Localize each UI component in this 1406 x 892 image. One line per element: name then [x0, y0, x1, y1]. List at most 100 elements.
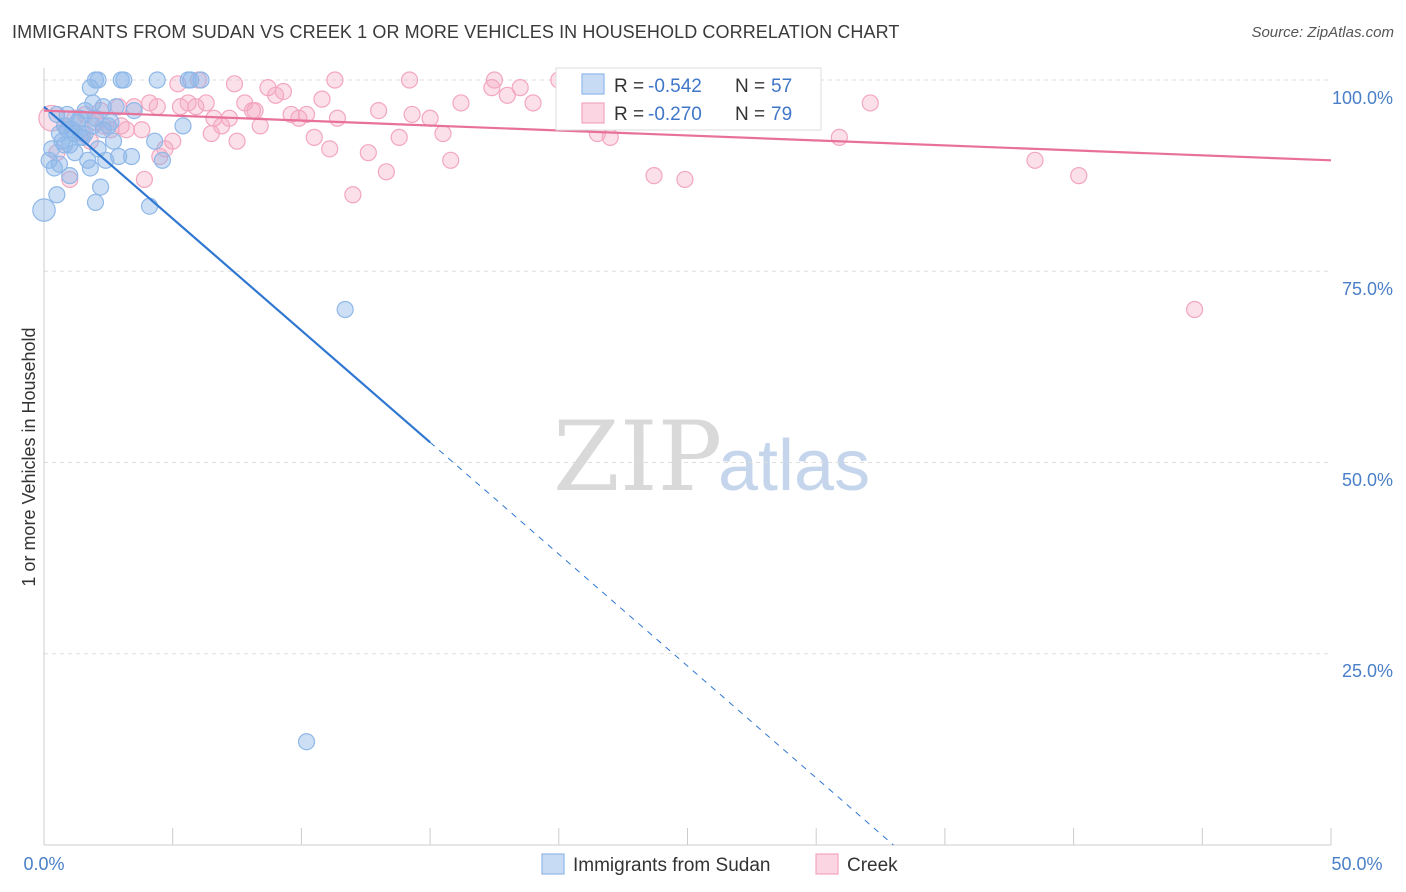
point-creek-37	[328, 109, 347, 127]
point-creek-30	[274, 82, 292, 101]
point-creek-56	[830, 128, 848, 146]
point-creek-35	[313, 90, 331, 108]
point-creek-68	[326, 71, 344, 89]
bottom-legend-swatch-creek	[815, 853, 839, 875]
point-sudan-49	[61, 167, 79, 185]
point-creek-74	[511, 79, 529, 97]
point-sudan-34	[192, 71, 210, 89]
point-sudan-48	[86, 193, 105, 211]
bottom-legend: Immigrants from Sudan Creek	[541, 853, 898, 876]
point-sudan-51	[104, 132, 123, 150]
y-tick-labels: 100.0% 75.0% 50.0% 25.0%	[1332, 88, 1393, 681]
point-creek-34	[305, 128, 323, 146]
point-creek-38	[344, 186, 362, 204]
point-creek-14	[148, 98, 166, 116]
point-creek-27	[251, 117, 269, 135]
point-creek-67	[225, 75, 244, 93]
point-creek-13	[140, 94, 159, 112]
point-sudan-36	[125, 101, 143, 120]
point-creek-65	[169, 75, 187, 93]
y-axis-label: 1 or more Vehicles in Household	[19, 327, 39, 586]
point-sudan-56	[58, 121, 76, 139]
point-sudan-37	[110, 147, 128, 166]
point-creek-47	[452, 94, 470, 112]
legend-n-value-1: 57	[771, 76, 792, 97]
point-creek-32	[290, 109, 308, 127]
point-creek-43	[403, 105, 421, 124]
point-creek-50	[524, 94, 542, 112]
bottom-legend-swatch-sudan	[541, 853, 565, 875]
point-creek-33	[297, 105, 316, 124]
legend-r-label-1: R =	[614, 76, 649, 97]
point-sudan-28	[89, 71, 107, 89]
source-label: Source: ZipAtlas.com	[1251, 24, 1394, 41]
point-creek-49	[498, 86, 516, 104]
point-creek-20	[197, 94, 215, 112]
point-sudan-53	[336, 300, 354, 319]
trendline-creek	[43, 109, 1332, 162]
point-sudan-41	[174, 117, 192, 135]
point-sudan-46	[50, 155, 69, 173]
point-creek-63	[135, 170, 153, 189]
point-creek-60	[1185, 300, 1204, 319]
y-tick-label-100: 100.0%	[1332, 88, 1393, 108]
bottom-legend-label-creek: Creek	[847, 855, 898, 876]
trendlines	[43, 105, 1332, 846]
series-sudan-points	[32, 71, 354, 751]
legend-r-value-2: -0.270	[648, 104, 702, 125]
point-sudan-50	[94, 98, 112, 116]
point-sudan-52	[146, 132, 164, 150]
y-tick-label-25: 25.0%	[1342, 661, 1393, 681]
point-creek-39	[359, 144, 377, 162]
point-sudan-39	[140, 197, 159, 215]
point-creek-42	[390, 128, 408, 146]
gridlines	[44, 79, 1331, 655]
watermark-zip: ZIP	[553, 401, 722, 513]
legend-n-label-1: N =	[735, 76, 770, 97]
point-creek-29	[267, 86, 285, 104]
trendline-sudan-solid	[43, 105, 431, 444]
legend-r-value-1: -0.542	[648, 76, 702, 97]
point-creek-45	[434, 124, 452, 143]
y-tick-label-75: 75.0%	[1342, 279, 1393, 299]
x-tick-label-min: 0.0%	[23, 854, 64, 874]
point-creek-40	[370, 101, 388, 120]
point-sudan-30	[115, 71, 133, 89]
point-creek-70	[485, 71, 504, 89]
point-creek-57	[861, 94, 879, 112]
point-creek-75	[246, 101, 264, 120]
x-axis-ticks	[43, 828, 1332, 845]
point-creek-24	[228, 132, 246, 150]
point-creek-58	[1026, 151, 1044, 169]
point-sudan-4	[48, 186, 66, 204]
legend-n-value-2: 79	[771, 104, 792, 125]
point-creek-77	[112, 117, 130, 135]
point-sudan-17	[81, 159, 99, 177]
point-sudan-35	[107, 98, 125, 116]
point-creek-44	[421, 109, 439, 127]
top-legend: R = -0.542 N = 57 R = -0.270 N = 79	[555, 67, 822, 131]
point-sudan-38	[122, 147, 141, 166]
point-creek-18	[179, 94, 197, 112]
point-creek-16	[164, 132, 182, 150]
legend-swatch-sudan	[581, 73, 605, 95]
y-tick-label-50: 50.0%	[1342, 470, 1393, 490]
point-sudan-43	[76, 101, 94, 120]
point-creek-61	[61, 170, 79, 189]
chart-title: IMMIGRANTS FROM SUDAN VS CREEK 1 OR MORE…	[12, 22, 900, 42]
legend-swatch-creek	[581, 102, 605, 124]
point-creek-36	[321, 140, 339, 158]
point-sudan-0	[32, 198, 56, 222]
point-sudan-31	[148, 71, 166, 89]
point-sudan-42	[102, 113, 120, 131]
point-creek-12	[133, 121, 151, 139]
watermark-atlas: atlas	[718, 426, 870, 506]
point-sudan-40	[153, 151, 172, 169]
point-sudan-54	[297, 733, 316, 751]
point-creek-76	[202, 124, 220, 143]
point-creek-46	[442, 151, 460, 169]
x-tick-label-max: 50.0%	[1331, 854, 1382, 874]
point-creek-19	[187, 98, 205, 116]
point-creek-54	[645, 167, 663, 185]
